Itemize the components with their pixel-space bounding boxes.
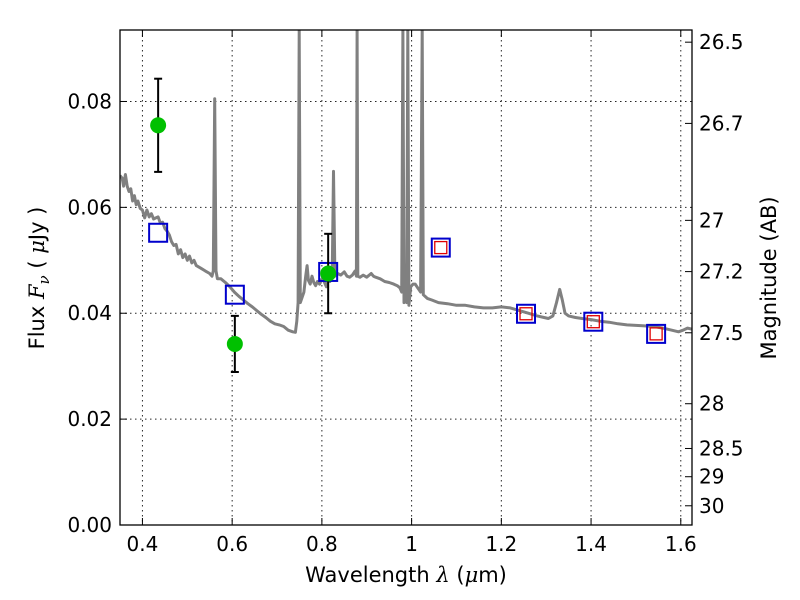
magnitude-tick-label: 26.5	[699, 30, 744, 54]
magnitude-tick-label: 27.2	[699, 260, 744, 284]
observed-point	[226, 335, 243, 352]
x-tick-label: 0.4	[127, 532, 159, 556]
model-photometry-ir-square	[434, 240, 448, 255]
magnitude-tick-label: 27	[699, 208, 724, 232]
x-tick-label: 1.6	[665, 532, 697, 556]
magnitude-tick-label: 28	[699, 392, 724, 416]
magnitude-tick-label: 28.5	[699, 436, 744, 460]
model-photometry-square	[148, 222, 169, 243]
y-tick-labels: 0.00 0.02 0.04 0.06 0.08	[67, 89, 112, 537]
observed-photometry-points	[150, 77, 337, 373]
model-photometry-ir-square	[649, 327, 663, 341]
x-axis-label: Wavelength λ (μm)	[305, 563, 507, 587]
model-photometry-square	[646, 323, 667, 344]
magnitude-tick-label: 27.5	[699, 321, 744, 345]
x-tick-label: 1	[405, 532, 418, 556]
plot-frame	[119, 29, 693, 526]
model-photometry-ir-square	[519, 307, 533, 321]
x-tick-labels: 0.4 0.6 0.8 1 1.2 1.4 1.6	[127, 532, 697, 556]
model-photometry-square	[224, 284, 245, 305]
magnitude-tick-label: 26.7	[699, 111, 744, 135]
model-photometry-square	[516, 303, 537, 324]
y-tick-label: 0.00	[67, 513, 112, 537]
magnitude-tick-label: 30	[699, 494, 724, 518]
magnitude-tick-labels: 26.5 26.7 27 27.2 27.5 28 28.5 29 30	[699, 30, 744, 518]
observed-point	[320, 265, 337, 282]
y-axis-label: Flux Fν ( μJy )	[25, 207, 53, 350]
x-tick-label: 0.8	[306, 532, 338, 556]
x-tick-label: 1.2	[485, 532, 517, 556]
model-photometry-ir-square	[586, 315, 600, 329]
y-tick-label: 0.06	[67, 195, 112, 219]
model-photometry-square	[430, 237, 451, 258]
y-tick-label: 0.04	[67, 301, 112, 325]
magnitude-tick-label: 29	[699, 465, 724, 489]
model-photometry-square	[583, 311, 604, 332]
x-tick-label: 1.4	[575, 532, 607, 556]
y-tick-label: 0.08	[67, 89, 112, 113]
y2-axis-label: Magnitude (AB)	[757, 196, 781, 359]
observed-point	[150, 117, 167, 134]
model-sed-line	[120, 30, 692, 334]
y-tick-label: 0.02	[67, 407, 112, 431]
model-photometry-ir-squares	[434, 240, 663, 341]
x-tick-label: 0.6	[216, 532, 248, 556]
